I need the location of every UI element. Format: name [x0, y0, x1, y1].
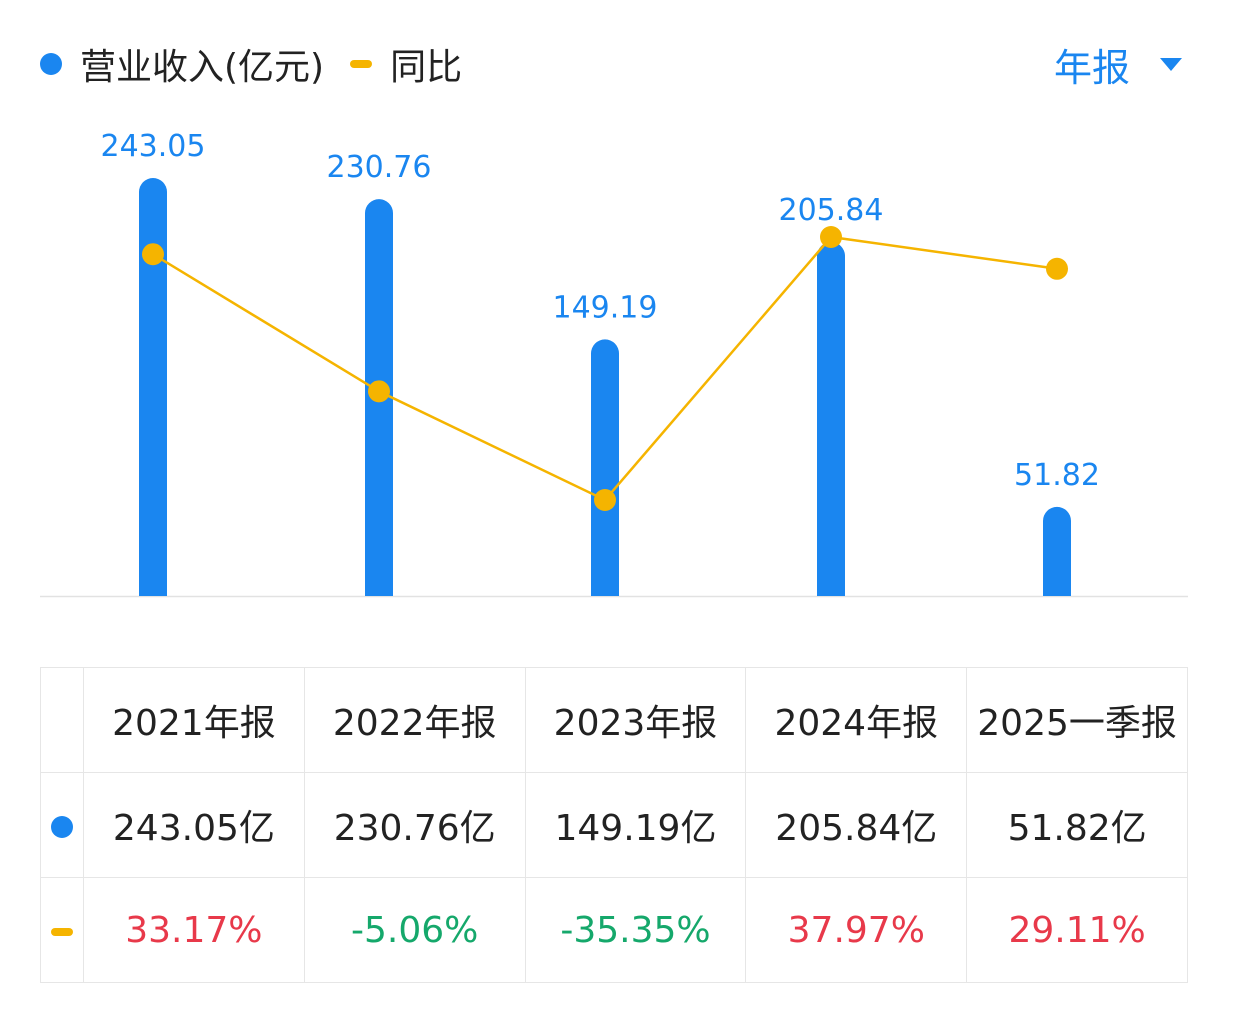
revenue-legend-marker — [40, 53, 62, 75]
period-header-2025q1: 2025一季报 — [966, 667, 1188, 773]
yoy-cell-2024: 37.97% — [745, 877, 968, 983]
revenue-bar-label: 243.05 — [101, 129, 206, 164]
revenue-row: 243.05亿 230.76亿 149.19亿 205.84亿 51.82亿 — [40, 772, 1188, 878]
period-header-2023: 2023年报 — [524, 667, 747, 773]
yoy-point — [820, 226, 842, 248]
period-header-2021: 2021年报 — [83, 667, 305, 773]
table-corner-cell — [40, 667, 84, 773]
revenue-bar — [139, 178, 167, 596]
yoy-row: 33.17% -5.06% -35.35% 37.97% 29.11% — [40, 877, 1188, 983]
revenue-cell-2025q1: 51.82亿 — [966, 772, 1188, 878]
revenue-cell-2023: 149.19亿 — [524, 772, 747, 878]
revenue-bar-label: 149.19 — [553, 290, 658, 325]
revenue-legend-label: 营业收入(亿元) — [80, 47, 325, 88]
yoy-cell-2021: 33.17% — [83, 877, 305, 983]
table-header-row: 2021年报 2022年报 2023年报 2024年报 2025一季报 — [40, 667, 1188, 773]
yoy-point — [594, 489, 616, 511]
revenue-chart: 243.05 230.76 149.19 205.84 51.82 — [40, 129, 1188, 598]
revenue-row-marker — [40, 772, 84, 878]
yoy-legend-marker — [350, 60, 373, 68]
revenue-cell-2024: 205.84亿 — [745, 772, 968, 878]
revenue-bar — [1043, 506, 1071, 596]
yoy-cell-2023: -35.35% — [524, 877, 747, 983]
period-header-2022: 2022年报 — [303, 667, 526, 773]
yoy-point — [142, 243, 164, 266]
caret-down-icon — [1160, 57, 1182, 71]
revenue-bar — [817, 241, 845, 597]
yoy-point — [368, 380, 390, 403]
chart-legend: 营业收入(亿元) 同比 — [40, 38, 462, 90]
revenue-bar-label: 230.76 — [327, 150, 432, 185]
data-table: 2021年报 2022年报 2023年报 2024年报 2025一季报 243.… — [40, 667, 1188, 983]
yoy-row-marker — [40, 877, 84, 983]
yoy-cell-2025q1: 29.11% — [966, 877, 1188, 983]
yoy-legend-label: 同比 — [390, 47, 463, 88]
period-selector-label: 年报 — [1053, 45, 1130, 90]
revenue-bar-label: 205.84 — [779, 193, 884, 228]
revenue-bar — [591, 339, 619, 596]
period-header-2024: 2024年报 — [745, 667, 968, 773]
yoy-point — [1046, 257, 1068, 280]
revenue-cell-2022: 230.76亿 — [303, 772, 526, 878]
revenue-bar-label: 51.82 — [1014, 458, 1100, 493]
revenue-cell-2021: 243.05亿 — [83, 772, 305, 878]
period-selector[interactable]: 年报 — [1054, 38, 1182, 90]
yoy-cell-2022: -5.06% — [303, 877, 526, 983]
